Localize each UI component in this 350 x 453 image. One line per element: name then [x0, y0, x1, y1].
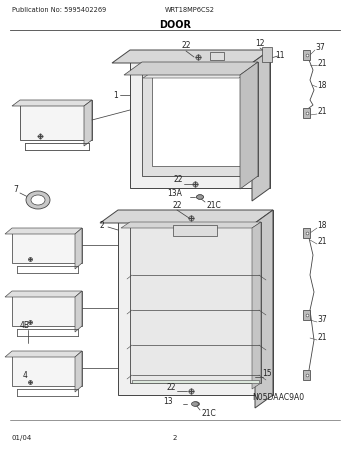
Bar — [303, 228, 310, 238]
Text: 13A: 13A — [167, 189, 182, 198]
Polygon shape — [75, 228, 82, 269]
Polygon shape — [130, 50, 270, 188]
Text: 13: 13 — [163, 396, 173, 405]
Polygon shape — [12, 351, 82, 386]
Text: WRT18MP6CS2: WRT18MP6CS2 — [165, 7, 215, 13]
Text: 01/04: 01/04 — [12, 435, 32, 441]
Text: 18: 18 — [317, 222, 327, 231]
Text: 15: 15 — [262, 368, 272, 377]
Bar — [303, 50, 310, 60]
Ellipse shape — [191, 402, 198, 406]
Ellipse shape — [196, 195, 203, 199]
Polygon shape — [84, 100, 92, 146]
Text: 21: 21 — [317, 237, 327, 246]
Polygon shape — [5, 228, 82, 234]
Ellipse shape — [196, 195, 203, 199]
Polygon shape — [130, 222, 261, 383]
Polygon shape — [20, 100, 92, 140]
Polygon shape — [240, 62, 258, 189]
Polygon shape — [121, 222, 261, 228]
Polygon shape — [152, 72, 248, 166]
Polygon shape — [5, 351, 82, 357]
Polygon shape — [118, 210, 273, 395]
Text: 22: 22 — [172, 201, 182, 209]
Text: 4: 4 — [22, 371, 27, 380]
Text: 21C: 21C — [202, 409, 216, 418]
Polygon shape — [252, 50, 270, 201]
Polygon shape — [100, 210, 273, 223]
Polygon shape — [142, 62, 258, 176]
Text: Publication No: 5995402269: Publication No: 5995402269 — [12, 7, 106, 13]
Polygon shape — [12, 291, 82, 326]
Text: 21C: 21C — [206, 201, 221, 209]
Polygon shape — [5, 291, 82, 297]
Text: 7: 7 — [14, 185, 19, 194]
Text: 12: 12 — [255, 39, 265, 48]
Polygon shape — [75, 351, 82, 392]
Text: 18: 18 — [317, 81, 327, 90]
Text: 22: 22 — [181, 42, 191, 50]
Bar — [303, 310, 310, 320]
Bar — [262, 47, 272, 62]
Bar — [303, 370, 310, 380]
Ellipse shape — [26, 191, 50, 209]
Text: 1: 1 — [114, 91, 118, 100]
Text: 11: 11 — [275, 50, 285, 59]
Polygon shape — [255, 210, 273, 408]
Text: 4B: 4B — [20, 321, 30, 329]
Text: 21: 21 — [317, 107, 327, 116]
Text: 21: 21 — [317, 333, 327, 342]
Text: 22: 22 — [166, 382, 176, 391]
Text: DOOR: DOOR — [159, 20, 191, 30]
Polygon shape — [12, 100, 92, 106]
Polygon shape — [132, 380, 259, 383]
Bar — [210, 52, 224, 60]
Text: 2: 2 — [173, 435, 177, 441]
Text: 22: 22 — [173, 175, 183, 184]
Polygon shape — [12, 228, 82, 263]
Ellipse shape — [31, 195, 45, 205]
Text: 2: 2 — [100, 221, 104, 230]
Polygon shape — [124, 62, 258, 75]
Polygon shape — [252, 222, 261, 389]
Text: 37: 37 — [315, 43, 325, 52]
Text: N05DAAC9A0: N05DAAC9A0 — [252, 394, 304, 403]
Ellipse shape — [193, 402, 200, 406]
Polygon shape — [112, 50, 270, 63]
Polygon shape — [143, 72, 248, 78]
Bar — [303, 108, 310, 118]
Bar — [173, 225, 217, 236]
Polygon shape — [75, 291, 82, 332]
Text: 21: 21 — [317, 58, 327, 67]
Text: 37: 37 — [317, 315, 327, 324]
